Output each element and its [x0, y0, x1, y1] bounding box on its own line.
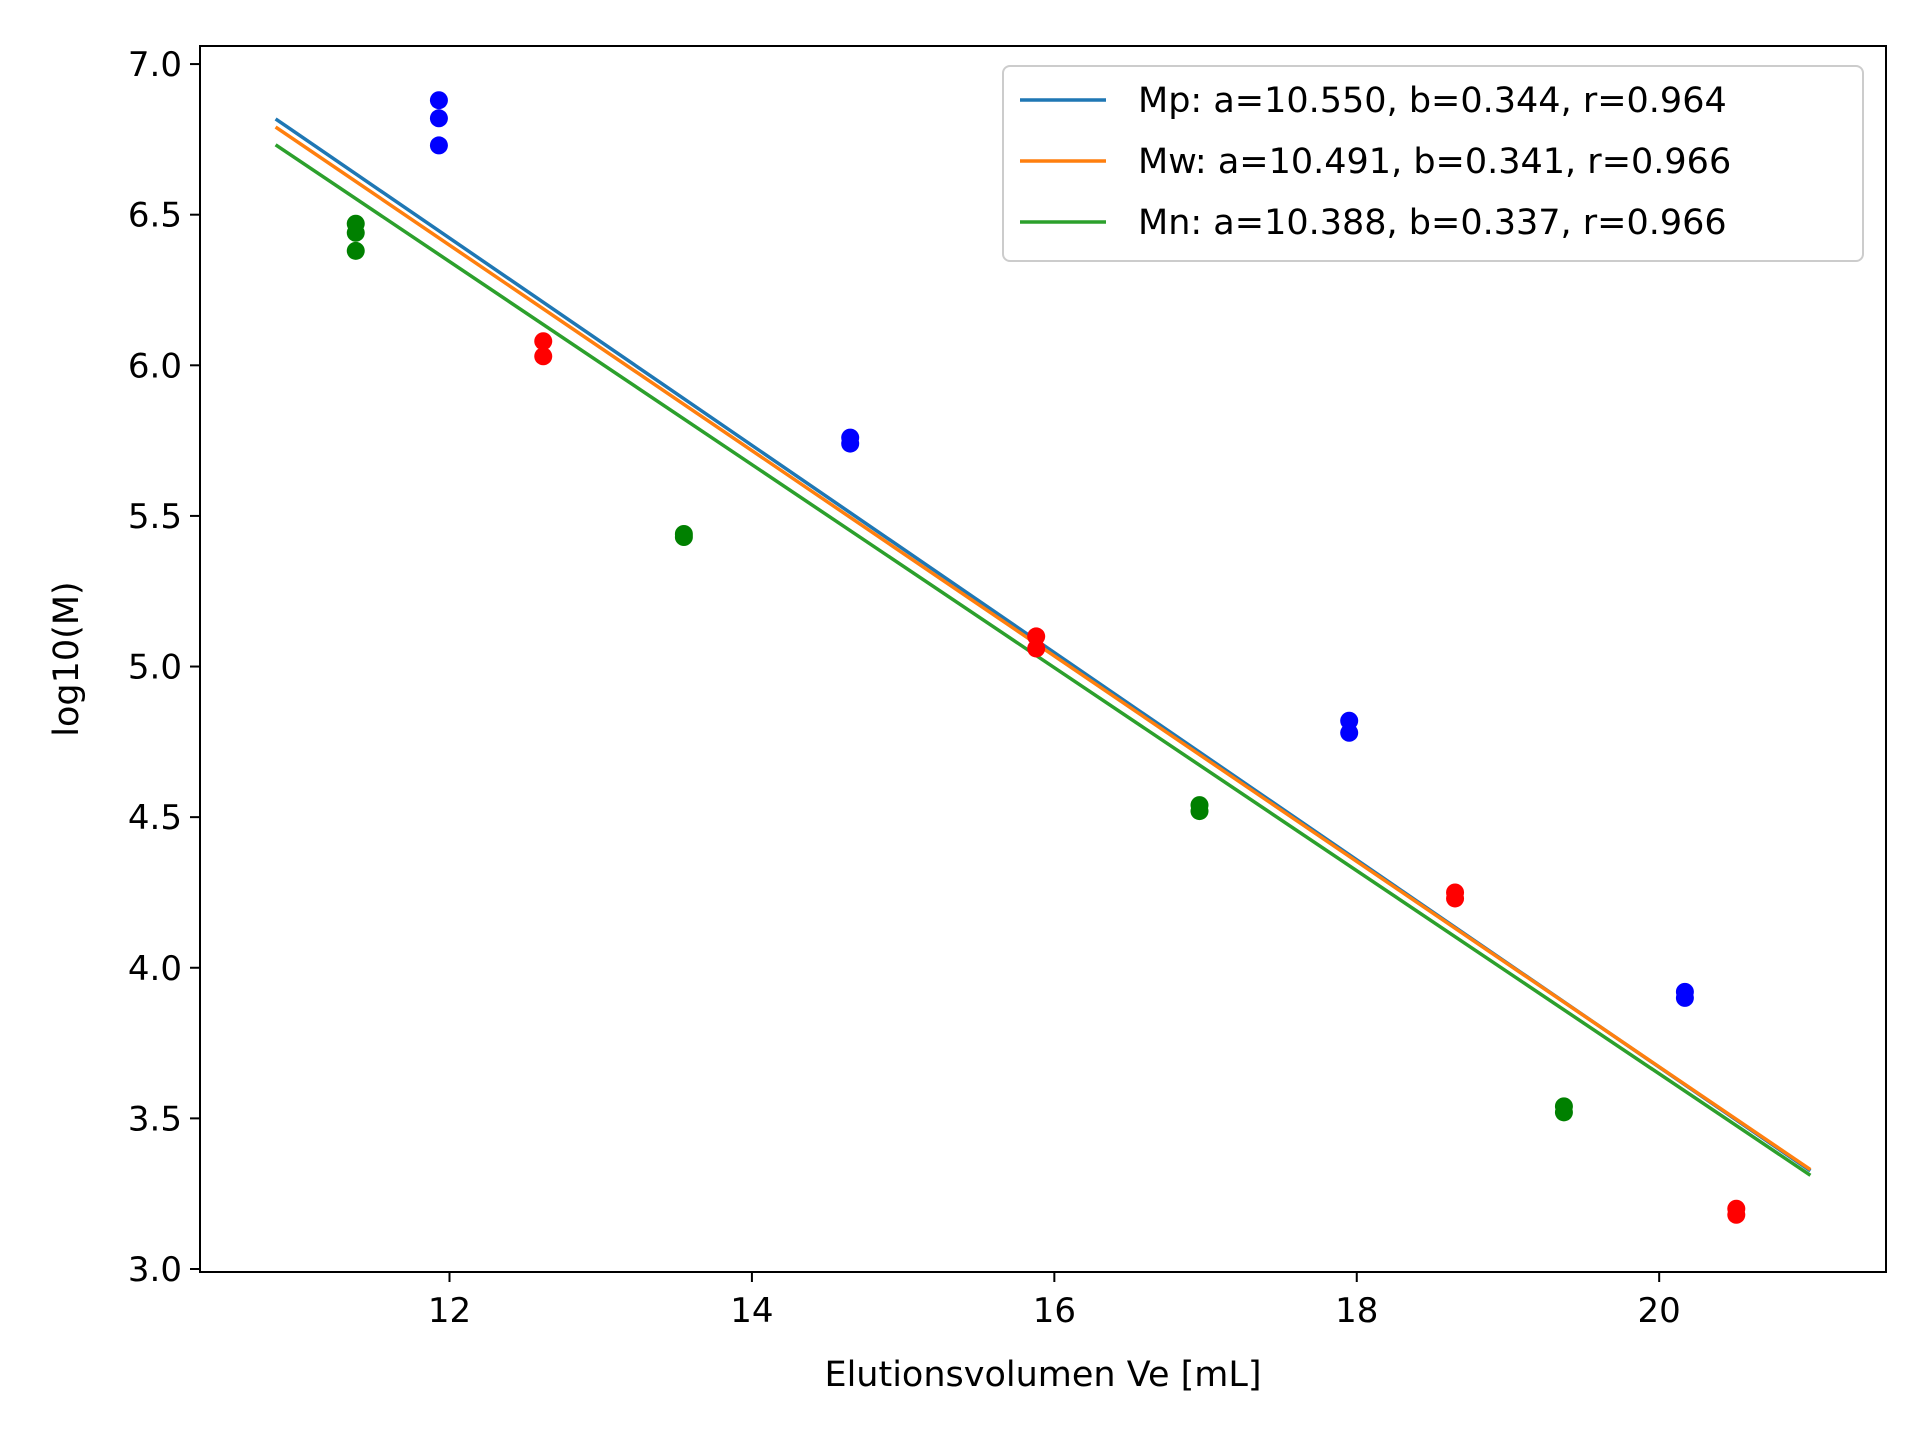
data-point: [346, 241, 365, 260]
y-tick-label: 5.0: [128, 648, 182, 688]
x-axis-label: Elutionsvolumen Ve [mL]: [824, 1355, 1261, 1395]
y-axis-label: log10(M): [47, 581, 87, 736]
x-axis-ticks: 12 14 16 18 20: [428, 1272, 1681, 1331]
x-tick-label: 18: [1335, 1291, 1378, 1331]
data-point: [429, 109, 448, 128]
fit-line-mn: [274, 143, 1812, 1177]
data-point: [674, 528, 693, 547]
x-tick-label: 16: [1033, 1291, 1076, 1331]
data-point: [1727, 1205, 1746, 1224]
legend: Mp: a=10.550, b=0.344, r=0.964 Mw: a=10.4…: [1002, 65, 1864, 262]
y-tick-label: 4.0: [128, 949, 182, 989]
y-tick-label: 7.0: [128, 45, 182, 85]
x-tick-label: 20: [1638, 1291, 1681, 1331]
data-point: [1190, 802, 1209, 821]
point-group-red: [534, 332, 1746, 1224]
data-point: [534, 347, 553, 366]
data-point: [1675, 988, 1694, 1007]
data-point: [429, 136, 448, 155]
x-tick-label: 12: [428, 1291, 471, 1331]
data-point: [346, 223, 365, 242]
data-point: [429, 91, 448, 110]
y-tick-label: 6.5: [128, 196, 182, 236]
plot-area: [274, 91, 1812, 1224]
x-tick-label: 14: [730, 1291, 773, 1331]
y-axis-ticks: 3.0 3.5 4.0 4.5 5.0 5.5 6.0 6.5 7.0: [128, 45, 200, 1290]
legend-label: Mw: a=10.491, b=0.341, r=0.966: [1138, 142, 1731, 182]
data-point: [1027, 639, 1046, 658]
point-group-blue: [429, 91, 1694, 1007]
data-point: [1554, 1103, 1573, 1122]
y-tick-label: 4.5: [128, 798, 182, 838]
axes-frame: [199, 45, 1887, 1273]
legend-frame: [1002, 65, 1864, 262]
legend-label: Mn: a=10.388, b=0.337, r=0.966: [1138, 203, 1727, 243]
data-point: [1340, 723, 1359, 742]
data-point: [534, 332, 553, 351]
y-tick-label: 6.0: [128, 346, 182, 386]
legend-label: Mp: a=10.550, b=0.344, r=0.964: [1138, 81, 1727, 121]
y-tick-label: 3.5: [128, 1099, 182, 1139]
data-point: [1446, 889, 1465, 908]
y-tick-label: 5.5: [128, 497, 182, 537]
data-point: [841, 434, 860, 453]
y-tick-label: 3.0: [128, 1250, 182, 1290]
point-group-green: [346, 214, 1573, 1122]
